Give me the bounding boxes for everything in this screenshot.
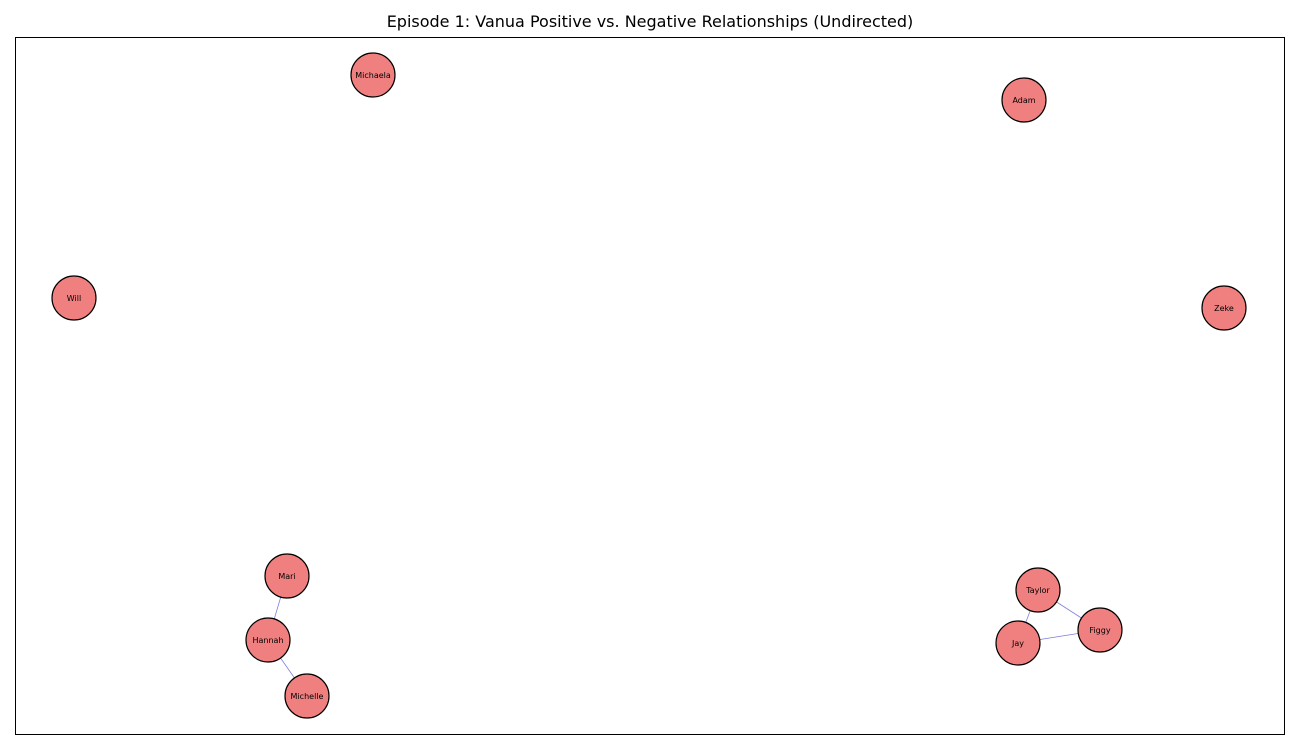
node-label: Figgy [1089, 626, 1110, 635]
node-circle [995, 620, 1041, 666]
node-mari: Mari [264, 553, 310, 599]
node-label: Zeke [1214, 304, 1234, 313]
edge-layer [267, 575, 1101, 697]
node-hannah: Hannah [245, 617, 291, 663]
node-circle [245, 617, 291, 663]
node-adam: Adam [1001, 77, 1047, 123]
node-layer: Michaela Adam Will Zeke Mari Hannah Michelle Ta… [51, 52, 1247, 719]
node-circle [51, 275, 97, 321]
node-zeke: Zeke [1201, 285, 1247, 331]
node-michelle: Michelle [284, 673, 330, 719]
node-circle [1077, 607, 1123, 653]
plot-frame [15, 37, 1285, 735]
node-circle [1015, 567, 1061, 613]
node-label: Taylor [1025, 586, 1050, 595]
node-label: Will [67, 294, 81, 303]
node-taylor: Taylor [1015, 567, 1061, 613]
node-label: Michelle [291, 692, 324, 701]
chart-title: Episode 1: Vanua Positive vs. Negative R… [386, 12, 914, 31]
node-circle [1201, 285, 1247, 331]
node-circle [1001, 77, 1047, 123]
node-will: Will [51, 275, 97, 321]
node-circle [264, 553, 310, 599]
node-figgy: Figgy [1077, 607, 1123, 653]
node-circle [284, 673, 330, 719]
node-label: Mari [278, 572, 295, 581]
node-jay: Jay [995, 620, 1041, 666]
node-michaela: Michaela [350, 52, 396, 98]
node-label: Hannah [252, 636, 283, 645]
node-label: Jay [1011, 639, 1024, 648]
node-label: Adam [1012, 96, 1035, 105]
node-label: Michaela [355, 71, 391, 80]
node-circle [350, 52, 396, 98]
